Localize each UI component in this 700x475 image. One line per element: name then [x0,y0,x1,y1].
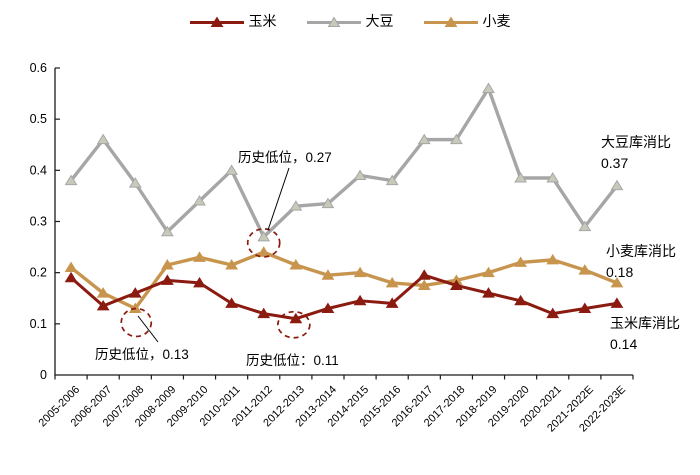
marker-soybean [610,179,624,191]
marker-corn [482,287,495,298]
marker-soybean [514,172,528,183]
marker-wheat [514,256,528,267]
marker-soybean [289,200,303,211]
series-soybean [64,82,624,242]
legend-marker-corn-icon [189,16,244,27]
marker-soybean [128,177,142,188]
marker-soybean [96,133,110,145]
marker-corn [225,297,239,308]
marker-corn [128,287,142,298]
series-wheat [64,246,624,313]
marker-wheat [417,279,431,290]
y-tick-label: 0.3 [30,215,47,229]
marker-corn [417,269,431,280]
annotation-circle-wheat [120,307,153,338]
annotation-circle-soybean [246,228,281,258]
marker-soybean [64,174,78,186]
marker-wheat [321,269,335,280]
marker-corn [610,297,624,308]
legend-item-corn: 玉米 [189,13,277,29]
marker-soybean [482,82,495,93]
annotations: 历史低位，0.27 历史低位，0.13 历史低位：0.11 [95,150,339,368]
marker-wheat [160,259,174,270]
marker-soybean [353,169,367,180]
marker-corn [321,302,335,313]
legend-marker-wheat-icon [423,16,478,27]
marker-wheat [64,261,78,273]
y-tick-label: 0.1 [30,317,47,331]
chart-legend: 玉米 大豆 小麦 [0,14,700,28]
marker-soybean [160,225,174,237]
marker-wheat [257,246,271,257]
marker-soybean [321,197,335,209]
series-corn [64,269,624,324]
end-labels: 大豆库消比 0.37 小麦库消比 0.18 玉米库消比 0.14 [601,134,680,352]
x-axis: 2005-20062006-20072007-20082008-20092009… [36,375,634,435]
annotation-label-corn: 历史低位：0.11 [246,353,339,368]
marker-corn [96,299,110,311]
marker-soybean [578,220,592,232]
marker-soybean [546,172,560,183]
marker-wheat [96,287,110,298]
y-axis: 0 0.1 0.2 0.3 0.4 0.5 0.6 [30,61,60,382]
marker-wheat [193,251,206,262]
y-tick-label: 0.2 [30,266,47,280]
end-label-value-corn: 0.14 [610,336,637,352]
marker-corn [546,307,560,319]
y-tick-label: 0.4 [30,163,47,177]
axes [54,68,633,376]
legend-item-wheat: 小麦 [423,13,511,29]
end-label-title-wheat: 小麦库消比 [606,243,676,259]
marker-corn [160,274,174,285]
marker-wheat [225,259,239,270]
marker-wheat [482,266,495,278]
y-tick-label: 0 [40,368,47,382]
legend-marker-soybean-icon [306,16,361,27]
marker-corn [514,294,528,306]
annotation-label-soybean: 历史低位，0.27 [238,150,332,165]
marker-soybean [417,133,431,145]
marker-corn [449,279,463,290]
marker-soybean [449,133,463,145]
marker-soybean [385,174,399,186]
marker-wheat [578,264,592,275]
legend-label-wheat: 小麦 [482,13,511,29]
legend-label-soybean: 大豆 [365,13,394,29]
marker-wheat [610,276,624,288]
annotation-circle-corn [276,310,311,339]
annotation-leader-line [137,315,159,343]
marker-corn [353,294,367,306]
legend-label-corn: 玉米 [248,13,277,29]
y-tick-label: 0.5 [30,112,47,126]
marker-soybean [225,164,239,175]
marker-soybean [193,195,206,206]
marker-wheat [289,259,303,270]
end-label-title-corn: 玉米库消比 [610,315,680,331]
end-label-value-soybean: 0.37 [601,155,628,171]
end-label-value-wheat: 0.18 [606,264,633,280]
marker-corn [64,271,78,283]
marker-corn [193,276,206,288]
legend-item-soybean: 大豆 [306,13,394,29]
marker-corn [289,312,303,324]
end-label-title-soybean: 大豆库消比 [601,134,671,150]
annotation-label-wheat: 历史低位，0.13 [95,347,189,362]
annotation-leader-line [267,167,290,231]
marker-wheat [385,276,399,288]
marker-wheat [546,253,560,265]
marker-soybean [257,230,271,242]
marker-wheat [353,266,367,278]
marker-corn [385,297,399,308]
marker-corn [257,307,271,319]
y-tick-label: 0.6 [30,61,47,75]
marker-corn [578,302,592,313]
